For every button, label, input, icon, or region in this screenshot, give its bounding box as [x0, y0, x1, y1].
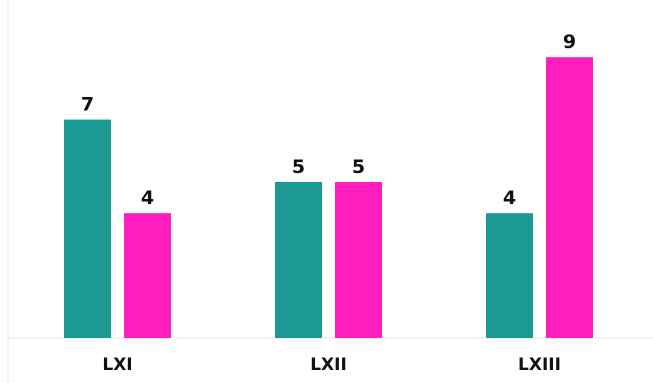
bar-lxi-series-1 — [64, 119, 111, 338]
data-label-lxii-series-2: 5 — [352, 156, 365, 178]
bar-lxiii-series-1 — [486, 213, 533, 338]
labels-group: 7 4 LXI 5 5 LXII 4 9 LXIII — [81, 31, 576, 375]
x-tick-label-lxi: LXI — [102, 355, 132, 375]
x-tick-label-lxiii: LXIII — [518, 355, 561, 375]
data-label-lxiii-series-1: 4 — [503, 187, 516, 209]
data-label-lxi-series-1: 7 — [81, 94, 94, 116]
x-tick-label-lxii: LXII — [310, 355, 347, 375]
bar-lxii-series-1 — [275, 182, 322, 338]
data-label-lxii-series-1: 5 — [292, 156, 305, 178]
bars-group — [64, 57, 593, 338]
bar-lxiii-series-2 — [546, 57, 593, 338]
bar-lxi-series-2 — [124, 213, 171, 338]
data-label-lxi-series-2: 4 — [141, 187, 154, 209]
bar-lxii-series-2 — [335, 182, 382, 338]
data-label-lxiii-series-2: 9 — [563, 31, 576, 53]
